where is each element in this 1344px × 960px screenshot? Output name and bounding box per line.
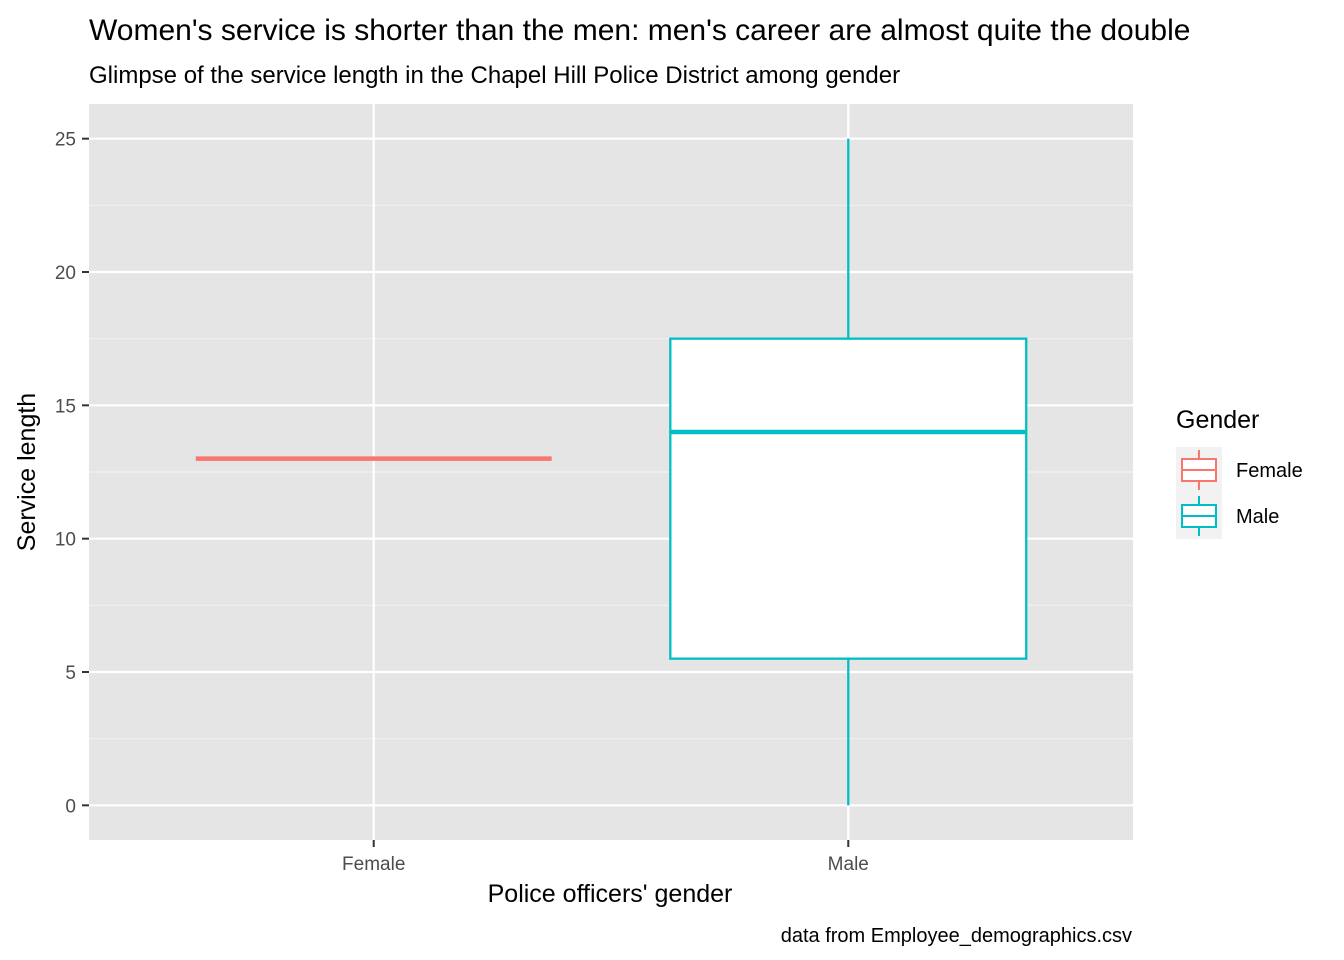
x-axis-title: Police officers' gender — [488, 880, 733, 908]
legend-key-female — [1176, 447, 1222, 493]
legend-label: Female — [1236, 460, 1303, 482]
y-tick-label: 10 — [55, 530, 76, 551]
y-tick-label: 0 — [65, 796, 76, 817]
axes: 0 5 10 15 20 25 Female Male — [55, 130, 869, 875]
y-tick-label: 15 — [55, 396, 76, 417]
chart-subtitle: Glimpse of the service length in the Cha… — [89, 62, 900, 89]
y-axis-title: Service length — [13, 393, 41, 551]
legend-title: Gender — [1176, 406, 1259, 434]
box-body — [669, 337, 1028, 660]
legend-label: Male — [1236, 506, 1279, 528]
gridlines — [89, 104, 1133, 840]
legend-key-male — [1176, 493, 1222, 539]
x-tick-label: Female — [342, 854, 405, 875]
x-tick-label: Male — [828, 854, 869, 875]
y-tick-label: 5 — [65, 663, 76, 684]
chart-caption: data from Employee_demographics.csv — [781, 925, 1132, 947]
legend: Gender Female Male — [1176, 406, 1303, 539]
chart-title: Women's service is shorter than the men:… — [89, 14, 1190, 47]
y-tick-label: 20 — [55, 263, 76, 284]
box-male — [669, 138, 1028, 806]
boxes — [195, 138, 1028, 806]
y-tick-label: 25 — [55, 130, 76, 151]
